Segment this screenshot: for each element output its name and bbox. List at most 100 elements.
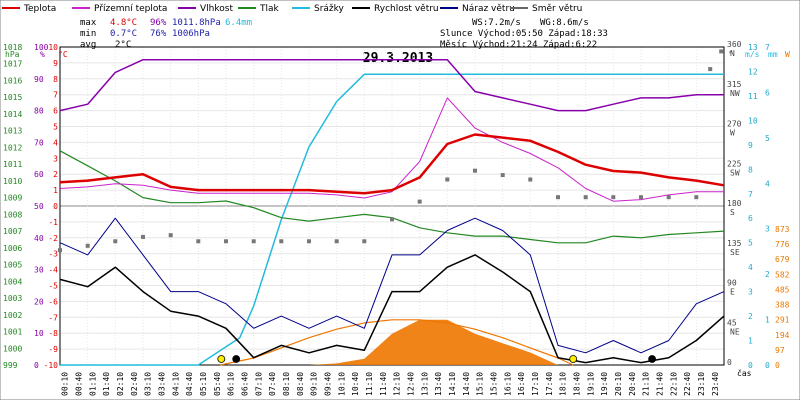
tick-dir-deg-6: 90 bbox=[727, 279, 737, 288]
tick-dir-deg-8: 0 bbox=[727, 358, 732, 367]
unit-mm: mm bbox=[768, 50, 778, 59]
stats-min-label: min bbox=[80, 29, 96, 39]
legend-label-6: Náraz větru bbox=[462, 4, 515, 14]
tick-time-27: 13:40 bbox=[434, 372, 443, 396]
unit-ms: m/s bbox=[745, 50, 760, 59]
tick-time-36: 18:10 bbox=[559, 372, 568, 396]
tick-ms-12: 1 bbox=[748, 337, 753, 346]
info-ws: WS:7.2m/s bbox=[472, 18, 521, 28]
legend-label-5: Rychlost větru bbox=[374, 4, 439, 14]
tick-dir-name-0: N bbox=[730, 49, 735, 58]
moonrise-marker bbox=[648, 355, 656, 363]
tick-time-1: 00:40 bbox=[74, 372, 83, 396]
tick-wm2-0: 873 bbox=[775, 225, 790, 234]
stats-min-hum: 76% bbox=[150, 29, 167, 39]
tick-pct-5: 50 bbox=[34, 202, 44, 211]
tick-pct-6: 40 bbox=[34, 234, 44, 243]
wind-direction-point-25 bbox=[719, 49, 724, 54]
tick-pct-10: 0 bbox=[34, 361, 39, 370]
stats-block: max 4.8°C 96% 1011.8hPa 6.4mm min 0.7°C … bbox=[80, 18, 252, 50]
tick-ms-6: 7 bbox=[748, 190, 753, 199]
sunset-marker bbox=[569, 355, 578, 363]
tick-wm2-2: 679 bbox=[775, 255, 790, 264]
tick-time-13: 06:40 bbox=[240, 372, 249, 396]
wind-direction-point-13 bbox=[417, 199, 422, 204]
wind-direction-point-18 bbox=[556, 195, 560, 200]
tick-ms-10: 3 bbox=[748, 288, 753, 297]
tick-dir-deg-3: 225 bbox=[727, 159, 742, 168]
tick-hpa-12: 1006 bbox=[3, 244, 22, 253]
tick-time-43: 21:40 bbox=[655, 372, 664, 396]
tick-time-26: 13:10 bbox=[420, 372, 429, 396]
tick-hpa-5: 1013 bbox=[3, 127, 22, 136]
tick-mm-7: 0 bbox=[765, 361, 770, 370]
tick-ms-11: 2 bbox=[748, 312, 753, 321]
tick-wm2-6: 291 bbox=[775, 316, 790, 325]
tick-hpa-11: 1007 bbox=[3, 227, 22, 236]
wind-direction-point-19 bbox=[583, 195, 588, 200]
tick-time-31: 15:40 bbox=[489, 372, 498, 396]
tick-dir-deg-4: 180 bbox=[727, 199, 742, 208]
tick-time-0: 00:10 bbox=[61, 372, 70, 396]
wind-direction-point-21 bbox=[639, 195, 643, 200]
stats-max-rain: 6.4mm bbox=[225, 18, 252, 28]
tick-temp-4: 6 bbox=[53, 107, 58, 116]
wind-direction-point-8 bbox=[279, 239, 284, 244]
tick-wm2-3: 582 bbox=[775, 270, 790, 279]
tick-temp-0: 10 bbox=[48, 43, 58, 52]
wind-direction-point-4 bbox=[168, 233, 173, 238]
tick-hpa-13: 1005 bbox=[3, 261, 22, 270]
tick-ms-13: 0 bbox=[748, 361, 753, 370]
tick-hpa-16: 1002 bbox=[3, 311, 22, 320]
tick-mm-5: 2 bbox=[765, 270, 770, 279]
solar-area bbox=[60, 319, 724, 365]
tick-mm-4: 3 bbox=[765, 225, 770, 234]
rain-line bbox=[60, 73, 724, 366]
tick-time-8: 04:10 bbox=[171, 372, 180, 396]
tick-temp-10: 0 bbox=[53, 202, 58, 211]
tick-dir-deg-0: 360 bbox=[727, 40, 742, 49]
tick-hpa-2: 1016 bbox=[3, 76, 22, 85]
ground-temperature-line bbox=[59, 97, 724, 202]
tick-time-34: 17:10 bbox=[531, 372, 540, 396]
tick-dir-name-6: E bbox=[730, 288, 735, 297]
tick-temp-11: -1 bbox=[48, 218, 58, 227]
info-block: WS:7.2m/s WG:8.6m/s Slunce Východ:05:50 … bbox=[440, 18, 608, 50]
tick-hpa-3: 1015 bbox=[3, 93, 22, 102]
tick-time-15: 07:40 bbox=[268, 372, 277, 396]
tick-time-7: 03:40 bbox=[157, 372, 166, 396]
tick-hpa-6: 1012 bbox=[3, 143, 22, 152]
wind-direction-point-5 bbox=[196, 239, 201, 244]
wind-direction-point-14 bbox=[445, 177, 450, 182]
tick-time-30: 15:10 bbox=[476, 372, 485, 396]
tick-time-20: 10:10 bbox=[337, 372, 346, 396]
unit-time: čas bbox=[737, 368, 752, 378]
wind-gust-line bbox=[59, 217, 725, 354]
tick-ms-1: 12 bbox=[748, 67, 758, 76]
tick-time-40: 20:10 bbox=[614, 372, 623, 396]
tick-hpa-17: 1001 bbox=[3, 328, 22, 337]
wind-direction-point-15 bbox=[473, 168, 477, 173]
tick-time-9: 04:40 bbox=[185, 372, 194, 396]
tick-dir-deg-1: 315 bbox=[727, 80, 742, 89]
tick-time-33: 16:40 bbox=[517, 372, 526, 396]
tick-hpa-8: 1010 bbox=[3, 177, 22, 186]
stats-max-hum: 96% bbox=[150, 18, 167, 28]
tick-ms-3: 10 bbox=[748, 116, 758, 125]
info-wg: WG:8.6m/s bbox=[540, 18, 589, 28]
tick-wm2-1: 776 bbox=[775, 240, 790, 249]
tick-hpa-1: 1017 bbox=[3, 60, 22, 69]
unit-deg: ° bbox=[728, 50, 733, 59]
tick-time-41: 20:40 bbox=[628, 372, 637, 396]
tick-pct-1: 90 bbox=[34, 75, 44, 84]
tick-ms-8: 5 bbox=[748, 239, 753, 248]
sunrise-marker bbox=[217, 355, 226, 363]
tick-time-21: 10:40 bbox=[351, 372, 360, 396]
wind-direction-point-9 bbox=[307, 239, 311, 244]
tick-time-32: 16:10 bbox=[503, 372, 512, 396]
wind-direction-point-20 bbox=[611, 195, 616, 200]
tick-time-6: 03:10 bbox=[144, 372, 153, 396]
tick-time-16: 08:10 bbox=[282, 372, 291, 396]
tick-temp-18: -8 bbox=[48, 329, 58, 338]
tick-temp-5: 5 bbox=[53, 123, 58, 132]
